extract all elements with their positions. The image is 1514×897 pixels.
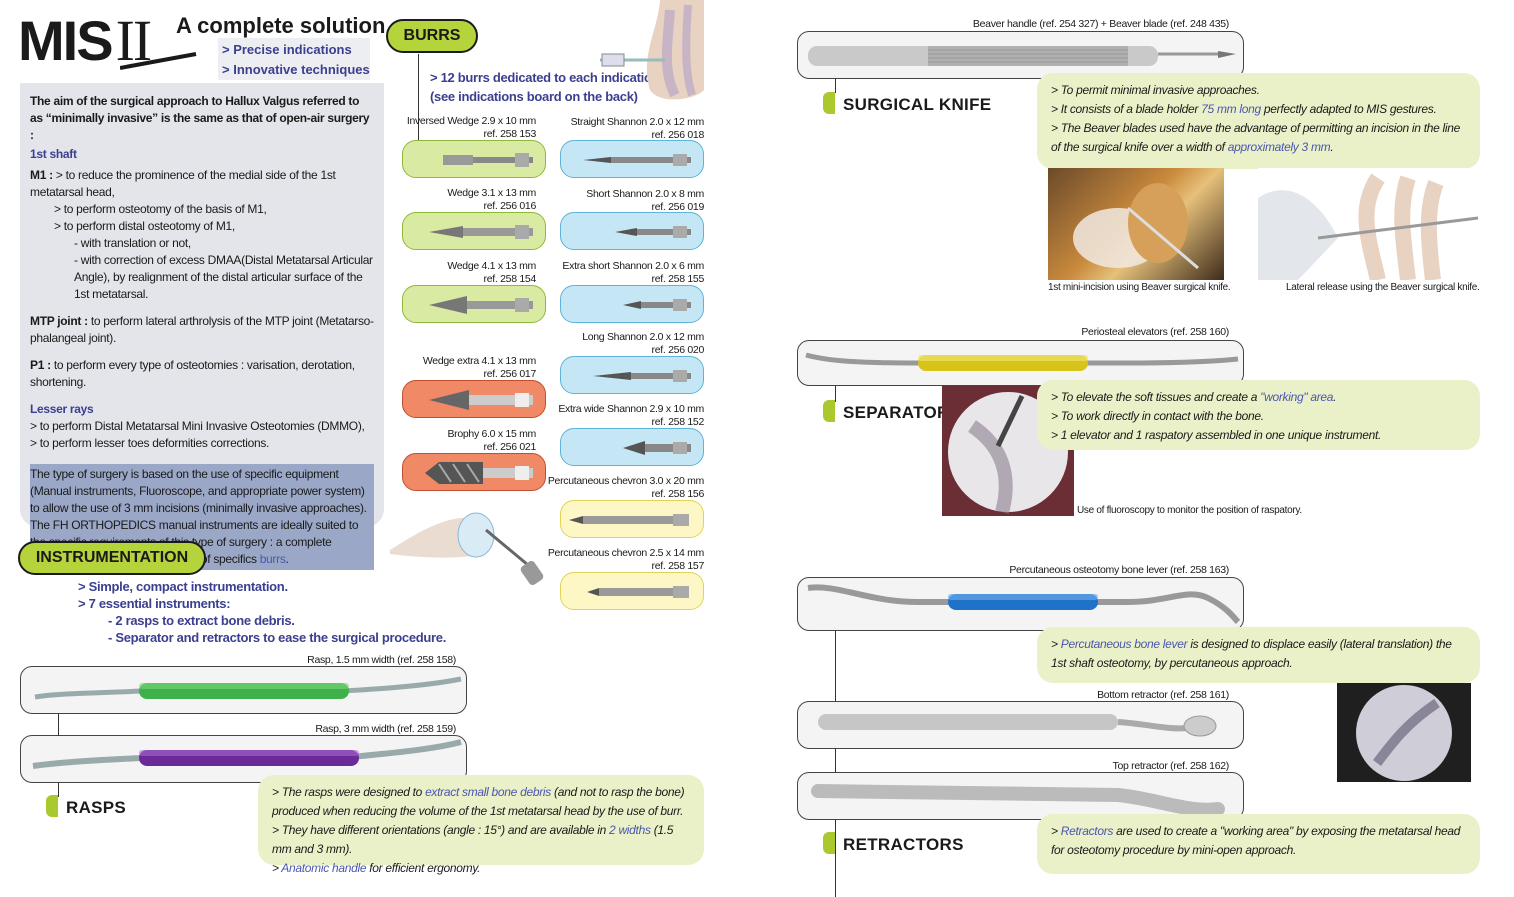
separator-title: SEPARATOR — [843, 403, 950, 422]
p1-label: P1 : — [30, 358, 51, 372]
p1-text: to perform every type of osteotomies : v… — [30, 358, 355, 389]
burr-label-inversed-wedge: Inversed Wedge 2.9 x 10 mm ref. 258 153 — [406, 115, 536, 140]
tagline-1: > Precise indications — [222, 42, 352, 57]
burr-chevron-25 — [560, 572, 704, 610]
m1-line-2: > to perform osteotomy of the basis of M… — [54, 202, 267, 216]
burr-chevron-30 — [560, 500, 704, 538]
burr-label-straight-shannon: Straight Shannon 2.0 x 12 mm ref. 256 018 — [570, 116, 705, 141]
burr-label-short-shannon: Short Shannon 2.0 x 8 mm ref. 256 019 — [586, 188, 704, 213]
m1-label: M1 : — [30, 168, 53, 182]
instrumentation-title: INSTRUMENTATION — [18, 541, 206, 575]
knife-description: > To permit minimal invasive approaches.… — [1037, 73, 1480, 169]
burr-label-extra-short-shannon: Extra short Shannon 2.0 x 6 mm ref. 258 1… — [562, 260, 704, 285]
instr-point-3: - 2 rasps to extract bone debris. — [108, 613, 295, 628]
rasps-title: RASPS — [66, 798, 127, 817]
burr-label-wedge-extra: Wedge extra 4.1 x 13 mm ref. 256 017 — [422, 355, 536, 380]
burrs-title: BURRS — [386, 19, 478, 53]
burr-label-chevron-30: Percutaneous chevron 3.0 x 20 mm ref. 258… — [547, 475, 704, 500]
photo-lateral-release — [1258, 168, 1480, 280]
logo-swoosh — [120, 52, 197, 70]
tagline-box — [218, 38, 370, 80]
lever-description: > Percutaneous bone lever is designed to… — [1037, 627, 1480, 683]
separator-connector — [835, 386, 836, 402]
rasp2-label: Rasp, 3 mm width (ref. 258 159) — [315, 723, 456, 735]
separator-label: Periosteal elevators (ref. 258 160) — [1081, 326, 1229, 338]
intro-lead: The aim of the surgical approach to Hall… — [30, 94, 370, 142]
burr-label-wedge-31: Wedge 3.1 x 13 mm ref. 256 016 — [447, 187, 536, 212]
knife-title: SURGICAL KNIFE — [843, 95, 992, 114]
foot-illustration-top — [600, 0, 704, 100]
lever-label: Percutaneous osteotomy bone lever (ref. … — [1009, 564, 1229, 576]
rasp1-image — [20, 666, 467, 714]
link-burrs[interactable]: burrs — [259, 552, 286, 566]
bottom-retractor-label: Bottom retractor (ref. 258 161) — [1097, 689, 1229, 701]
lesser-line-2: > to perform lesser toes deformities cor… — [30, 436, 270, 450]
burrs-intro-1: > 12 burrs dedicated to each indications — [430, 70, 667, 85]
rasps-description: > The rasps were designed to extract sma… — [258, 775, 704, 875]
rasp-connector — [58, 714, 59, 736]
photo-fluoroscopy-retractor — [1337, 683, 1471, 782]
instrumentation-points: > Simple, compact instrumentation. > 7 e… — [78, 578, 446, 646]
retractors-description: > Retractors are used to create a "worki… — [1037, 814, 1480, 874]
top-retractor-label: Top retractor (ref. 258 162) — [1112, 760, 1230, 772]
separator-dot — [823, 400, 835, 422]
burr-label-extra-wide-shannon: Extra wide Shannon 2.9 x 10 mm ref. 258 1… — [558, 403, 704, 428]
knife-dot — [823, 92, 835, 114]
burr-label-wedge-41: Wedge 4.1 x 13 mm ref. 258 154 — [447, 260, 536, 285]
headline: A complete solution — [176, 13, 386, 38]
knife-connector — [835, 79, 836, 93]
retractors-dot — [823, 832, 835, 854]
burr-extra-short-shannon — [560, 285, 704, 323]
m1-block: M1 : > to reduce the prominence of the m… — [30, 167, 374, 303]
burrs-intro-2: (see indications board on the back) — [430, 89, 638, 104]
rasp2-image — [20, 735, 467, 783]
burrs-intro: > 12 burrs dedicated to each indications… — [430, 68, 666, 106]
burr-label-long-shannon: Long Shannon 2.0 x 12 mm ref. 256 020 — [582, 331, 704, 356]
rasp1-label: Rasp, 1.5 mm width (ref. 258 158) — [307, 654, 456, 666]
separator-image — [797, 340, 1244, 386]
rasps-dot — [46, 795, 58, 817]
instr-point-1: > Simple, compact instrumentation. — [78, 579, 288, 594]
foot-illustration-instrument — [390, 512, 544, 586]
rasp-connector-2 — [58, 783, 59, 797]
instr-point-4: - Separator and retractors to ease the s… — [108, 630, 447, 645]
lesser-line-1: > to perform Distal Metatarsal Mini Inva… — [30, 419, 365, 433]
retractors-title: RETRACTORS — [843, 835, 964, 854]
intro-shaft: 1st shaft — [30, 147, 77, 161]
retractors-connector — [835, 631, 836, 897]
intro-panel: The aim of the surgical approach to Hall… — [20, 83, 384, 570]
burr-label-brophy: Brophy 6.0 x 15 mm ref. 256 021 — [447, 428, 536, 453]
burr-short-shannon — [560, 212, 704, 250]
burr-wedge-31 — [402, 212, 546, 250]
caption-mini-incision: 1st mini-incision using Beaver surgical … — [1048, 282, 1231, 293]
lesser-title: Lesser rays — [30, 402, 94, 416]
mtp-label: MTP joint : — [30, 314, 88, 328]
caption-lateral-release: Lateral release using the Beaver surgica… — [1286, 282, 1480, 293]
burrs-connector — [418, 54, 419, 154]
tagline-2: > Innovative techniques — [222, 62, 370, 77]
burr-straight-shannon — [560, 140, 704, 178]
m1-line-4: - with translation or not, — [74, 236, 191, 250]
bottom-retractor-image — [797, 701, 1244, 749]
instr-point-2: > 7 essential instruments: — [78, 596, 231, 611]
caption-fluoroscopy: Use of fluoroscopy to monitor the positi… — [1077, 505, 1302, 516]
burr-long-shannon — [560, 356, 704, 394]
burr-wedge-41 — [402, 285, 546, 323]
top-retractor-image — [797, 772, 1244, 820]
photo-mini-incision — [1048, 168, 1224, 280]
burr-inversed-wedge — [402, 140, 546, 178]
burr-label-chevron-25: Percutaneous chevron 2.5 x 14 mm ref. 258… — [547, 547, 704, 572]
separator-description: > To elevate the soft tissues and create… — [1037, 380, 1480, 450]
knife-image — [797, 31, 1244, 79]
lever-image — [797, 577, 1244, 631]
m1-line-3: > to perform distal osteotomy of M1, — [54, 219, 235, 233]
knife-label: Beaver handle (ref. 254 327) + Beaver bl… — [972, 18, 1229, 30]
m1-line-1: > to reduce the prominence of the medial… — [30, 168, 336, 199]
brand-logo: MISII — [18, 8, 152, 73]
mtp-text: to perform lateral arthrolysis of the MT… — [30, 314, 374, 345]
m1-line-5: - with correction of excess DMAA(Distal … — [74, 253, 373, 301]
burr-brophy — [402, 453, 546, 491]
burr-wedge-extra — [402, 380, 546, 418]
burr-extra-wide-shannon — [560, 428, 704, 466]
